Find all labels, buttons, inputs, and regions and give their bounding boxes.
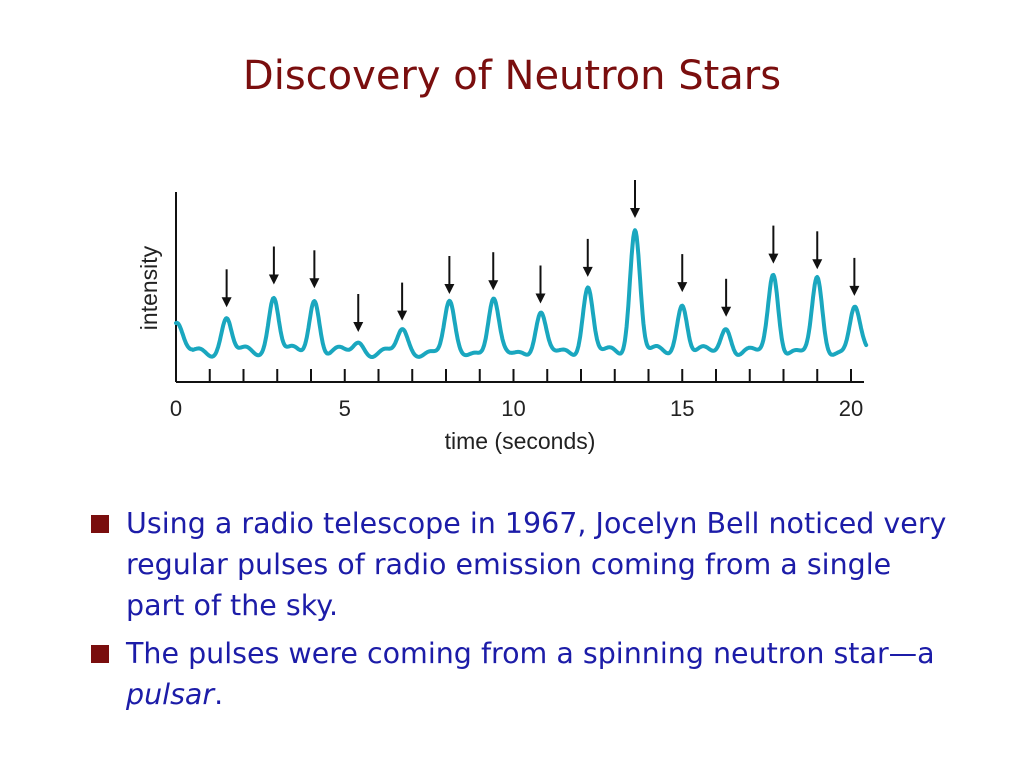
bullet-text: Using a radio telescope in 1967, Jocelyn… [126,507,947,622]
square-bullet-icon [91,645,109,663]
bullet-item: The pulses were coming from a spinning n… [88,633,948,715]
pulse-arrow [849,257,860,296]
pulse-arrow [268,246,279,285]
arrow-head [353,322,364,332]
arrow-head [630,208,640,218]
arrow-head [221,297,232,308]
arrow-head [812,259,823,270]
x-tick-label: 20 [839,396,863,421]
bullet-item: Using a radio telescope in 1967, Jocelyn… [88,503,948,626]
arrow-head [309,278,320,289]
arrow-head [444,284,455,294]
arrow-head [268,274,279,285]
arrow-head [397,310,408,321]
x-axis-title: time (seconds) [445,428,596,454]
bullet-text: The pulses were coming from a spinning n… [126,637,935,711]
arrow-head [535,293,546,304]
pulse-arrow [309,250,320,289]
arrow-head [582,266,593,277]
pulse-arrow [768,225,779,264]
pulse-arrow [677,254,688,293]
chart-labels: 0 5 10 15 20 time (seconds) intensity [136,245,863,454]
arrow-head [488,280,499,291]
chart-trace [174,228,869,359]
pulse-arrow [582,238,593,277]
arrow-head [849,285,860,296]
arrow-head [768,253,779,264]
bullet-text-part: The pulses were coming from a spinning n… [126,637,935,670]
x-tick-label: 0 [170,396,182,421]
slide-title: Discovery of Neutron Stars [242,53,782,99]
x-tick-label: 15 [670,396,694,421]
chart-arrows [221,180,860,332]
square-bullet-icon [91,515,109,533]
chart-axes [175,192,864,383]
x-tick-label: 5 [339,396,351,421]
pulse-arrow [488,252,499,291]
bullet-text-part: . [214,678,224,711]
pulse-arrow [221,269,232,308]
pulse-arrow [535,265,546,304]
pulse-arrow [630,180,640,218]
pulse-arrow [397,282,408,321]
pulse-arrow [812,231,823,270]
y-axis-title: intensity [136,245,162,330]
x-tick-label: 10 [501,396,525,421]
arrow-head [721,306,732,317]
pulse-arrow [721,278,732,317]
intensity-line [174,228,869,359]
arrow-head [677,282,688,293]
pulsar-term: pulsar [126,678,215,711]
pulse-arrow [444,256,455,294]
pulse-chart: 0 5 10 15 20 time (seconds) intensity [136,180,869,454]
pulse-arrow [353,294,364,332]
bullet-list: Using a radio telescope in 1967, Jocelyn… [88,503,948,722]
